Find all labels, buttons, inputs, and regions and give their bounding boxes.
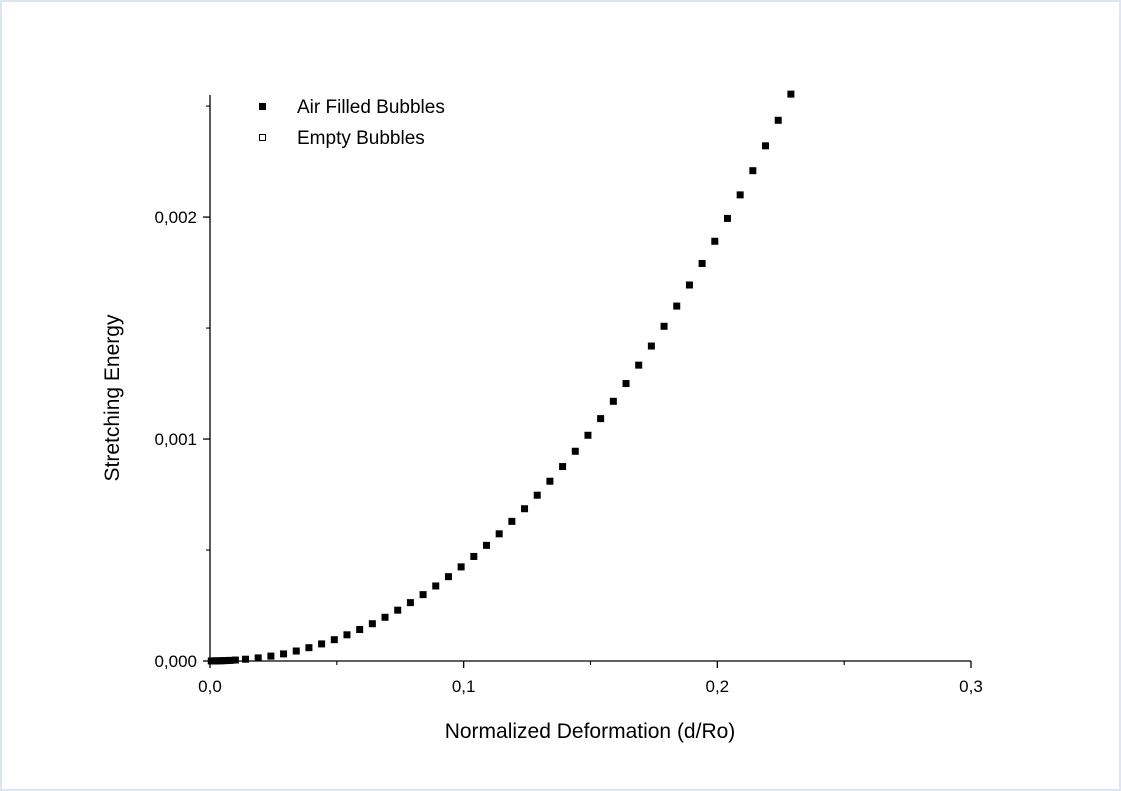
air-filled-point [584,431,592,439]
air-filled-point [444,573,452,581]
air-filled-point [533,491,541,499]
air-filled-point [343,631,351,639]
air-filled-point [609,397,617,405]
air-filled-point [787,90,795,98]
air-filled-point [368,620,376,628]
legend-marker-air-filled [259,103,266,110]
x-tick-label: 0,1 [452,677,476,696]
air-filled-point [254,654,262,662]
air-filled-point [231,656,239,664]
air-filled-point [406,599,414,607]
air-filled-point [242,655,250,663]
x-tick-label: 0,3 [959,677,983,696]
legend-label-air-filled: Air Filled Bubbles [297,97,445,118]
air-filled-point [685,281,693,289]
air-filled-point [711,237,719,245]
ticks [203,105,972,668]
x-tick-label: 0,2 [706,677,730,696]
air-filled-point [597,415,605,423]
air-filled-point [267,652,275,660]
series-air-filled-bubbles [207,90,795,665]
air-filled-point [419,591,427,599]
air-filled-point [305,644,313,652]
air-filled-point [622,380,630,388]
air-filled-point [762,142,770,150]
air-filled-point [660,322,668,330]
air-filled-point [470,552,478,560]
air-filled-point [647,342,655,350]
axes [209,95,971,662]
air-filled-point [723,214,731,222]
air-filled-point [394,606,402,614]
air-filled-point [292,647,300,655]
air-filled-point [673,302,681,310]
air-filled-point [546,477,554,485]
air-filled-point [559,463,567,471]
y-axis-label: Stretching Energy [101,314,124,481]
x-tick-label: 0,0 [198,677,222,696]
y-tick-label: 0,001 [154,430,197,449]
y-tick-label: 0,000 [154,652,197,671]
air-filled-point [495,530,503,538]
air-filled-point [318,640,326,648]
air-filled-point [698,259,706,267]
air-filled-point [635,361,643,369]
tick-labels: 0,0 0,1 0,2 0,3 0,000 0,001 0,002 [154,208,982,696]
air-filled-point [482,541,490,549]
air-filled-point [226,656,234,664]
legend-marker-empty [259,134,266,141]
legend-label-empty: Empty Bubbles [297,128,425,149]
air-filled-point [330,636,338,644]
air-filled-point [280,650,288,658]
air-filled-point [774,116,782,124]
air-filled-point [432,582,440,590]
air-filled-point [381,613,389,621]
x-axis-label: Normalized Deformation (d/Ro) [445,720,736,743]
air-filled-point [457,563,465,571]
air-filled-point [736,191,744,199]
air-filled-point [356,625,364,633]
air-filled-point [749,167,757,175]
legend: Air Filled Bubbles Empty Bubbles [259,97,445,149]
y-tick-label: 0,002 [154,208,197,227]
air-filled-point [521,505,529,513]
air-filled-point [571,447,579,455]
air-filled-point [508,517,516,525]
